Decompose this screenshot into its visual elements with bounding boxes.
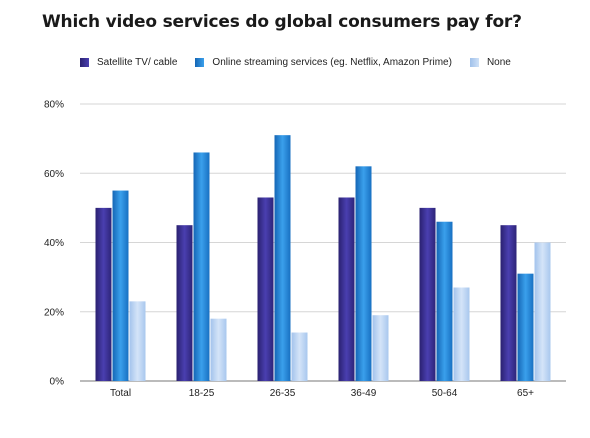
x-tick-label: 36-49	[351, 388, 377, 399]
y-tick-label: 60%	[44, 169, 64, 180]
bar-streaming-18-25	[193, 152, 210, 381]
x-tick-label: 65+	[517, 388, 534, 399]
x-tick-label: 26-35	[270, 388, 296, 399]
legend-item-streaming: Online streaming services (eg. Netflix, …	[195, 57, 452, 68]
bar-satellite-36-49	[338, 197, 355, 381]
bar-satellite-65+	[500, 225, 517, 381]
y-tick-label: 80%	[44, 100, 64, 111]
bars	[95, 135, 551, 381]
y-tick-label: 40%	[44, 238, 64, 249]
legend-swatch-streaming	[195, 58, 205, 67]
bar-satellite-18-25	[176, 225, 193, 381]
bar-streaming-Total	[112, 190, 129, 381]
legend-item-none: None	[469, 57, 511, 68]
x-tick-label: Total	[110, 388, 131, 399]
bar-streaming-65+	[517, 273, 534, 381]
legend-swatch-satellite	[80, 58, 89, 67]
x-tick-label: 18-25	[189, 388, 215, 399]
legend: Satellite TV/ cable Online streaming ser…	[80, 57, 529, 68]
bar-streaming-36-49	[355, 166, 372, 381]
chart-title: Which video services do global consumers…	[42, 12, 522, 32]
bar-streaming-26-35	[274, 135, 291, 381]
bar-none-Total	[129, 301, 146, 381]
bar-satellite-Total	[95, 207, 112, 381]
y-axis-ticks: 0% 20% 40% 60% 80%	[44, 100, 64, 388]
bar-none-18-25	[210, 318, 227, 381]
legend-swatch-none	[469, 58, 479, 67]
bar-none-26-35	[291, 332, 308, 381]
legend-item-satellite: Satellite TV/ cable	[80, 57, 177, 68]
x-tick-label: 50-64	[432, 388, 458, 399]
bar-streaming-50-64	[436, 221, 453, 381]
x-axis-ticks: Total 18-25 26-35 36-49 50-64 65+	[110, 388, 534, 399]
bar-satellite-26-35	[257, 197, 274, 381]
bar-none-36-49	[372, 315, 389, 381]
legend-label-streaming: Online streaming services (eg. Netflix, …	[212, 57, 452, 68]
bar-none-50-64	[453, 287, 470, 381]
gridlines	[80, 103, 566, 382]
legend-label-satellite: Satellite TV/ cable	[97, 57, 178, 68]
y-tick-label: 20%	[44, 307, 64, 318]
bar-satellite-50-64	[419, 207, 436, 381]
y-tick-label: 0%	[50, 377, 65, 388]
legend-label-none: None	[486, 57, 511, 68]
bar-none-65+	[534, 242, 551, 381]
